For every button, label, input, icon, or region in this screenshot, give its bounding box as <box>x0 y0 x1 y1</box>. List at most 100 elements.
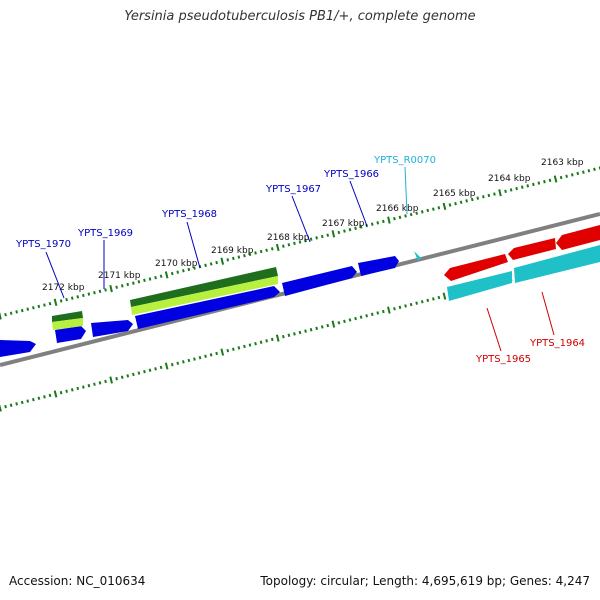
minor-tick <box>365 314 368 318</box>
minor-tick <box>154 367 157 371</box>
feature-YPTS_1965[interactable] <box>444 254 508 281</box>
gene-YPTS_1968[interactable] <box>130 267 278 307</box>
gene-label-YPTS_1967[interactable]: YPTS_1967 <box>265 184 321 195</box>
gene-label-YPTS_1966[interactable]: YPTS_1966 <box>323 169 379 180</box>
minor-tick <box>20 308 24 313</box>
minor-tick <box>226 258 230 262</box>
forward-feature[interactable] <box>0 340 36 357</box>
minor-tick <box>32 306 35 310</box>
minor-tick <box>70 388 74 392</box>
feature-YPTS_1966[interactable] <box>358 256 399 276</box>
minor-tick <box>337 321 341 325</box>
minor-tick <box>93 382 96 386</box>
minor-tick <box>404 304 407 308</box>
minor-tick <box>454 201 457 206</box>
minor-tick <box>59 299 63 303</box>
minor-tick <box>370 222 374 226</box>
leader-line <box>486 307 502 352</box>
major-tick <box>109 376 113 384</box>
minor-tick <box>570 173 574 177</box>
major-tick <box>220 257 225 265</box>
minor-tick <box>343 229 346 233</box>
minor-tick <box>182 269 185 273</box>
kbp-label: 2171 kbp <box>98 271 141 281</box>
minor-tick <box>126 374 130 378</box>
minor-tick <box>248 343 252 347</box>
minor-tick <box>259 340 263 344</box>
kbp-label: 2170 kbp <box>155 259 198 269</box>
kbp-label: 2163 kbp <box>541 158 584 168</box>
major-tick <box>275 243 280 252</box>
minor-tick <box>326 323 330 328</box>
gene-label-YPTS_1964[interactable]: YPTS_1964 <box>529 338 585 349</box>
minor-tick <box>587 169 591 173</box>
feature-YPTS_1967[interactable] <box>282 266 357 296</box>
minor-tick <box>43 395 46 399</box>
minor-tick <box>104 379 107 384</box>
minor-tick <box>82 385 85 389</box>
gene-label-YPTS_1969[interactable]: YPTS_1969 <box>77 228 133 239</box>
minor-tick <box>59 390 63 395</box>
major-tick <box>164 362 169 370</box>
minor-tick <box>293 332 296 336</box>
minor-tick <box>409 302 413 307</box>
minor-tick <box>32 397 35 402</box>
gene-label-YPTS_R0070[interactable]: YPTS_R0070 <box>373 155 436 166</box>
major-tick <box>0 312 2 320</box>
forward-feature[interactable] <box>55 326 86 343</box>
kbp-label: 2166 kbp <box>376 204 419 214</box>
major-tick <box>331 230 336 238</box>
minor-tick <box>320 234 324 239</box>
minor-tick <box>393 216 396 221</box>
kbp-label: 2165 kbp <box>433 189 476 199</box>
minor-tick <box>548 178 552 183</box>
gene-label-YPTS_1968[interactable]: YPTS_1968 <box>161 209 217 220</box>
feature-YPTS_1968[interactable] <box>135 286 280 329</box>
feature-reverse[interactable] <box>508 238 556 260</box>
minor-tick <box>154 275 157 280</box>
minor-tick <box>432 207 435 211</box>
kbp-label: 2164 kbp <box>488 174 531 184</box>
minor-tick <box>437 295 441 300</box>
minor-tick <box>132 281 135 285</box>
minor-tick <box>532 182 535 187</box>
minor-tick <box>270 247 274 251</box>
major-tick <box>331 320 336 328</box>
minor-tick <box>348 318 352 322</box>
minor-tick <box>65 389 68 393</box>
gene-label-YPTS_1965[interactable]: YPTS_1965 <box>475 354 531 365</box>
minor-tick <box>493 192 496 196</box>
minor-tick <box>82 293 85 298</box>
minor-tick <box>470 197 474 202</box>
minor-tick <box>354 316 357 321</box>
forward-feature[interactable] <box>91 320 133 337</box>
minor-tick <box>420 300 424 304</box>
gene-YPTS_1970[interactable] <box>52 311 83 322</box>
feature-YPTS_1964[interactable] <box>556 225 600 250</box>
major-tick <box>53 390 58 398</box>
minor-tick <box>270 337 274 342</box>
minor-tick <box>76 386 80 391</box>
minor-tick <box>4 404 7 409</box>
minor-tick <box>209 353 213 357</box>
minor-tick <box>20 400 24 405</box>
minor-tick <box>343 319 346 324</box>
minor-tick <box>243 253 246 258</box>
minor-tick <box>376 221 380 225</box>
minor-tick <box>293 241 296 246</box>
rna-reverse[interactable] <box>514 245 600 283</box>
minor-tick <box>143 369 146 374</box>
minor-tick <box>382 219 385 224</box>
minor-tick <box>409 212 413 217</box>
minor-tick <box>237 346 241 350</box>
minor-tick <box>15 402 18 406</box>
minor-tick <box>43 303 46 307</box>
gene-label-YPTS_1970[interactable]: YPTS_1970 <box>15 239 71 250</box>
minor-tick <box>15 310 18 314</box>
minor-tick <box>354 226 357 231</box>
rna-reverse[interactable] <box>447 271 512 301</box>
minor-tick <box>170 271 174 276</box>
feature-YPTS_R0070[interactable] <box>414 251 421 261</box>
